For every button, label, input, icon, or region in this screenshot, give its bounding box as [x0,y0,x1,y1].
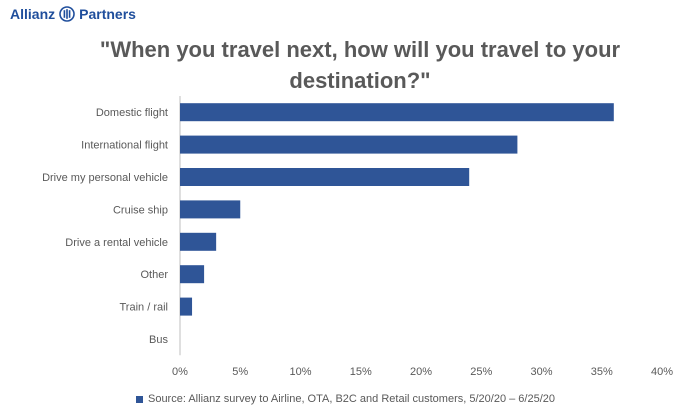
legend-label: Source: Allianz survey to Airline, OTA, … [147,393,555,405]
x-tick-label: 10% [289,366,311,378]
x-tick-label: 0% [172,366,188,378]
legend-swatch [135,395,143,403]
category-label: Bus [149,334,168,346]
x-tick-label: 30% [530,366,552,378]
brand-logo: Allianz Partners [10,4,136,24]
x-tick-label: 35% [591,366,613,378]
x-tick-label: 40% [651,366,673,378]
category-label: Train / rail [120,302,169,314]
bar [180,200,241,219]
brand-name-allianz: Allianz [10,6,56,22]
category-label: Drive a rental vehicle [65,237,168,249]
x-tick-label: 25% [470,366,492,378]
bar [180,232,217,251]
x-tick-label: 15% [350,366,372,378]
brand-name-partners: Partners [79,6,136,22]
category-label: Drive my personal vehicle [42,172,168,184]
bar [180,297,193,316]
bar [180,265,205,284]
category-label: Other [140,269,168,281]
category-label: Cruise ship [113,204,168,216]
bar [180,168,470,186]
chart-title: "When you travel next, how will you trav… [99,37,621,93]
x-tick-label: 5% [232,366,248,378]
allianz-eagle-icon [59,6,75,22]
category-label: Domestic flight [96,107,168,119]
x-tick-label: 20% [410,366,432,378]
chart-legend: Source: Allianz survey to Airline, OTA, … [0,393,691,405]
category-label: International flight [81,140,168,152]
bar [180,103,614,122]
bar [180,135,518,154]
